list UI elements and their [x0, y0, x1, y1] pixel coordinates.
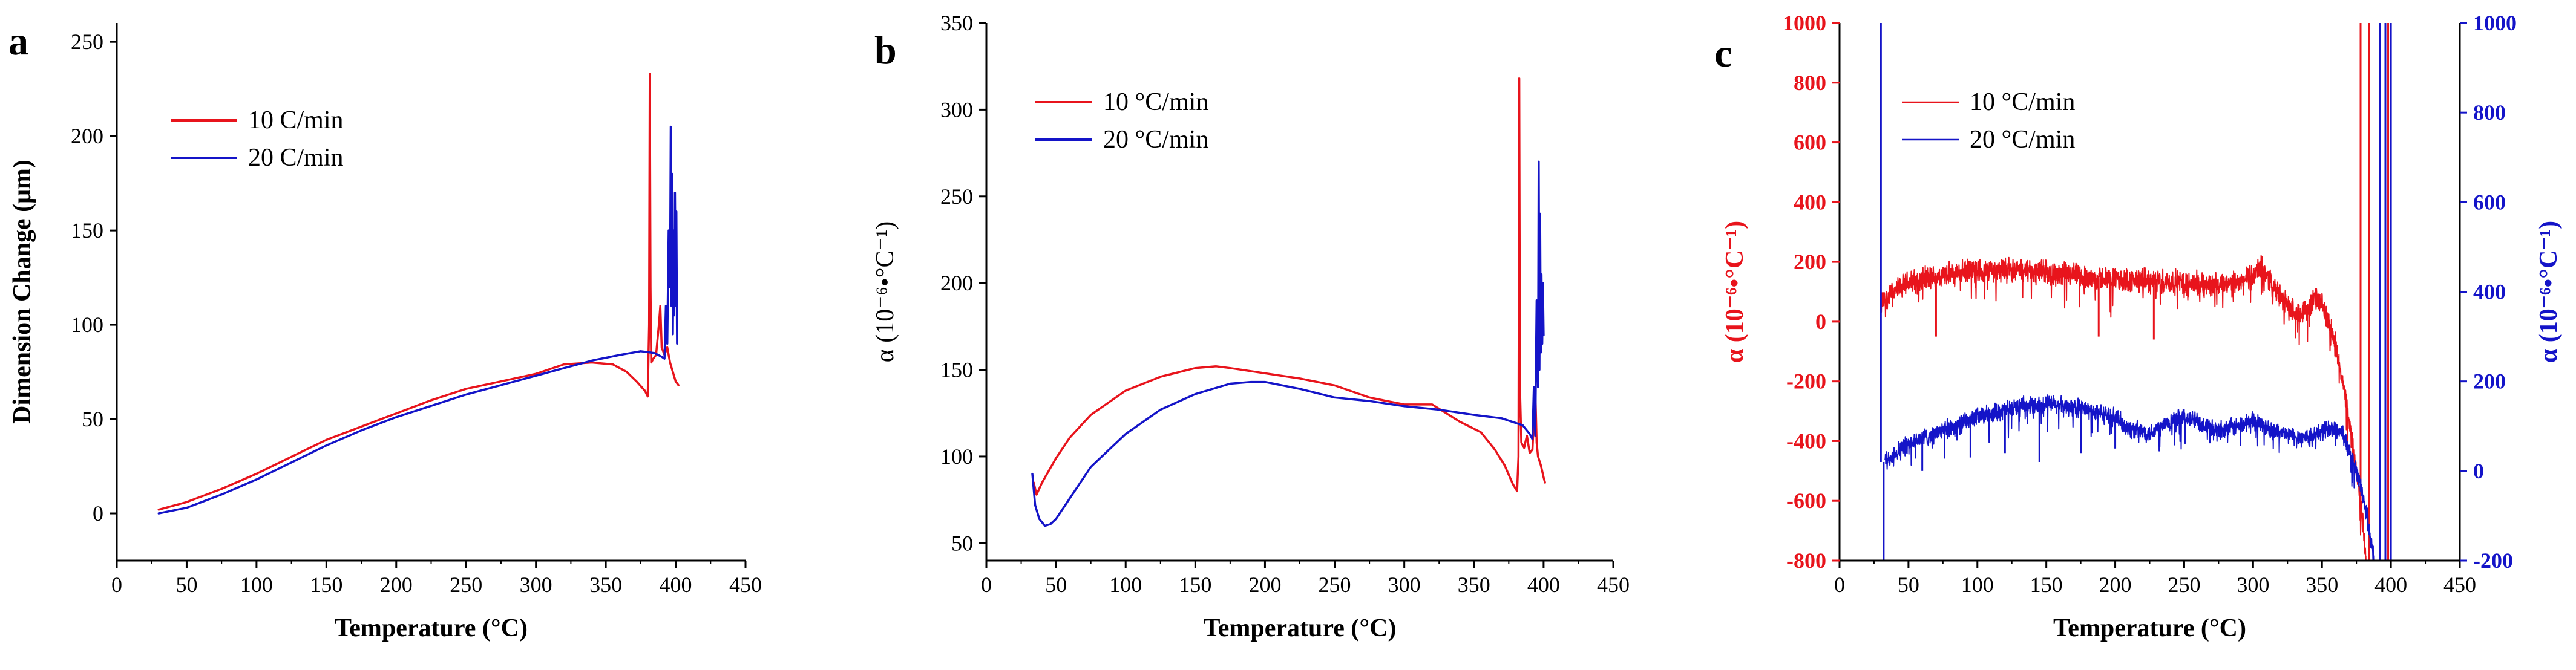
- y-right-tick-label: 400: [2473, 280, 2506, 304]
- legend: 10 °C/min 20 °C/min: [1902, 88, 2075, 154]
- series-line-10cmin: [1880, 255, 2367, 561]
- x-tick-label: 400: [660, 573, 692, 597]
- y-tick-label: 350: [940, 11, 973, 35]
- y-tick-label: 200: [1794, 250, 1826, 274]
- y-tick-label: -200: [1786, 369, 1826, 394]
- legend-label: 10 °C/min: [1970, 88, 2075, 116]
- y-axis-right-title: α (10⁻⁶•°C⁻¹): [2535, 221, 2563, 363]
- panel-letter: c: [1714, 31, 1732, 76]
- y-tick-label: 300: [940, 97, 973, 122]
- x-tick-label: 450: [2443, 573, 2476, 597]
- series-group: [157, 73, 680, 515]
- x-tick-label: 300: [2237, 573, 2269, 597]
- x-tick-label: 50: [1045, 573, 1067, 597]
- x-tick-label: 250: [450, 573, 482, 597]
- y-tick-label: 800: [1794, 71, 1826, 95]
- x-tick-label: 150: [310, 573, 342, 597]
- y-tick-label: 0: [1815, 310, 1826, 334]
- y-axis-title: α (10⁻⁶•°C⁻¹): [1721, 221, 1749, 363]
- y-right-tick-label: 800: [2473, 100, 2506, 125]
- x-tick-label: 100: [1961, 573, 1994, 597]
- x-tick-label: 350: [589, 573, 622, 597]
- x-tick-label: 450: [729, 573, 762, 597]
- x-tick-label: 350: [1458, 573, 1490, 597]
- panel-letter: b: [874, 28, 897, 73]
- y-tick-label: 250: [71, 30, 103, 54]
- y-axis-title: α (10⁻⁶•°C⁻¹): [871, 221, 899, 363]
- series-group: [1880, 23, 2392, 561]
- series-line-20cmin: [157, 125, 678, 515]
- x-tick-label: 200: [380, 573, 413, 597]
- x-tick-label: 250: [2168, 573, 2200, 597]
- series-line-20cmin: [1884, 394, 2375, 561]
- y-axis-title: Dimension Change (μm): [8, 160, 36, 424]
- x-tick-label: 250: [1319, 573, 1351, 597]
- y-right-tick-label: 1000: [2473, 11, 2517, 35]
- y-right-tick-label: -200: [2473, 548, 2513, 573]
- x-tick-label: 0: [1834, 573, 1845, 597]
- y-tick-label: 200: [71, 124, 103, 148]
- y-tick-label: 100: [940, 444, 973, 469]
- x-tick-label: 300: [1388, 573, 1421, 597]
- x-tick-label: 400: [2374, 573, 2407, 597]
- x-tick-label: 100: [1109, 573, 1142, 597]
- y-tick-label: 0: [93, 501, 103, 525]
- series-line-10cmin: [157, 73, 680, 511]
- x-tick-label: 50: [1898, 573, 1919, 597]
- y-tick-label: -400: [1786, 429, 1826, 453]
- x-tick-label: 300: [520, 573, 552, 597]
- y-tick-label: 100: [71, 313, 103, 337]
- legend-label: 20 °C/min: [1970, 126, 2075, 154]
- x-tick-label: 200: [1248, 573, 1281, 597]
- y-tick-label: 250: [940, 184, 973, 209]
- x-tick-label: 350: [2306, 573, 2338, 597]
- x-axis-title: Temperature (°C): [2053, 614, 2246, 642]
- y-tick-label: 50: [82, 407, 103, 431]
- y-tick-label: 150: [71, 218, 103, 242]
- y-tick-label: -800: [1786, 548, 1826, 573]
- y-tick-label: 50: [951, 531, 973, 555]
- y-tick-label: 200: [940, 271, 973, 295]
- chart-panel-b: b 0 50 100 150 200 250 300 350 400 450 50 100 150 200 2…: [871, 11, 1630, 642]
- series-line-20cmin: [1031, 160, 1545, 527]
- legend: 10 °C/min 20 °C/min: [1035, 88, 1208, 154]
- x-tick-label: 0: [981, 573, 992, 597]
- chart-panel-c: c 0 50 100 150 200 250 300 350 400 450 -800 -600 -400…: [1714, 11, 2563, 642]
- series-line-10cmin: [1032, 77, 1546, 496]
- x-axis-title: Temperature (°C): [335, 614, 528, 642]
- x-axis-title: Temperature (°C): [1204, 614, 1397, 642]
- x-tick-label: 0: [111, 573, 122, 597]
- y-tick-label: -600: [1786, 489, 1826, 513]
- x-tick-label: 200: [2099, 573, 2132, 597]
- y-tick-label: 1000: [1783, 11, 1826, 35]
- y-tick-label: 600: [1794, 131, 1826, 155]
- x-tick-label: 50: [175, 573, 197, 597]
- legend-label: 20 C/min: [248, 144, 344, 172]
- y-right-tick-label: 200: [2473, 369, 2506, 394]
- x-tick-label: 150: [1179, 573, 1211, 597]
- legend-label: 10 C/min: [248, 106, 344, 134]
- y-right-tick-label: 600: [2473, 190, 2506, 214]
- x-tick-label: 450: [1597, 573, 1630, 597]
- x-tick-label: 100: [240, 573, 273, 597]
- series-group: [1031, 77, 1546, 527]
- chart-panel-a: a 0 50 100 150 200 250 300 350 400 450 0 50 100 150 200…: [8, 19, 762, 642]
- panel-letter: a: [8, 19, 28, 63]
- y-tick-label: 150: [940, 358, 973, 382]
- y-tick-label: 400: [1794, 190, 1826, 214]
- legend-label: 10 °C/min: [1103, 88, 1208, 116]
- x-tick-label: 400: [1527, 573, 1560, 597]
- legend-label: 20 °C/min: [1103, 126, 1208, 154]
- y-right-tick-label: 0: [2473, 459, 2484, 483]
- x-tick-label: 150: [2030, 573, 2063, 597]
- legend: 10 C/min 20 C/min: [171, 106, 344, 172]
